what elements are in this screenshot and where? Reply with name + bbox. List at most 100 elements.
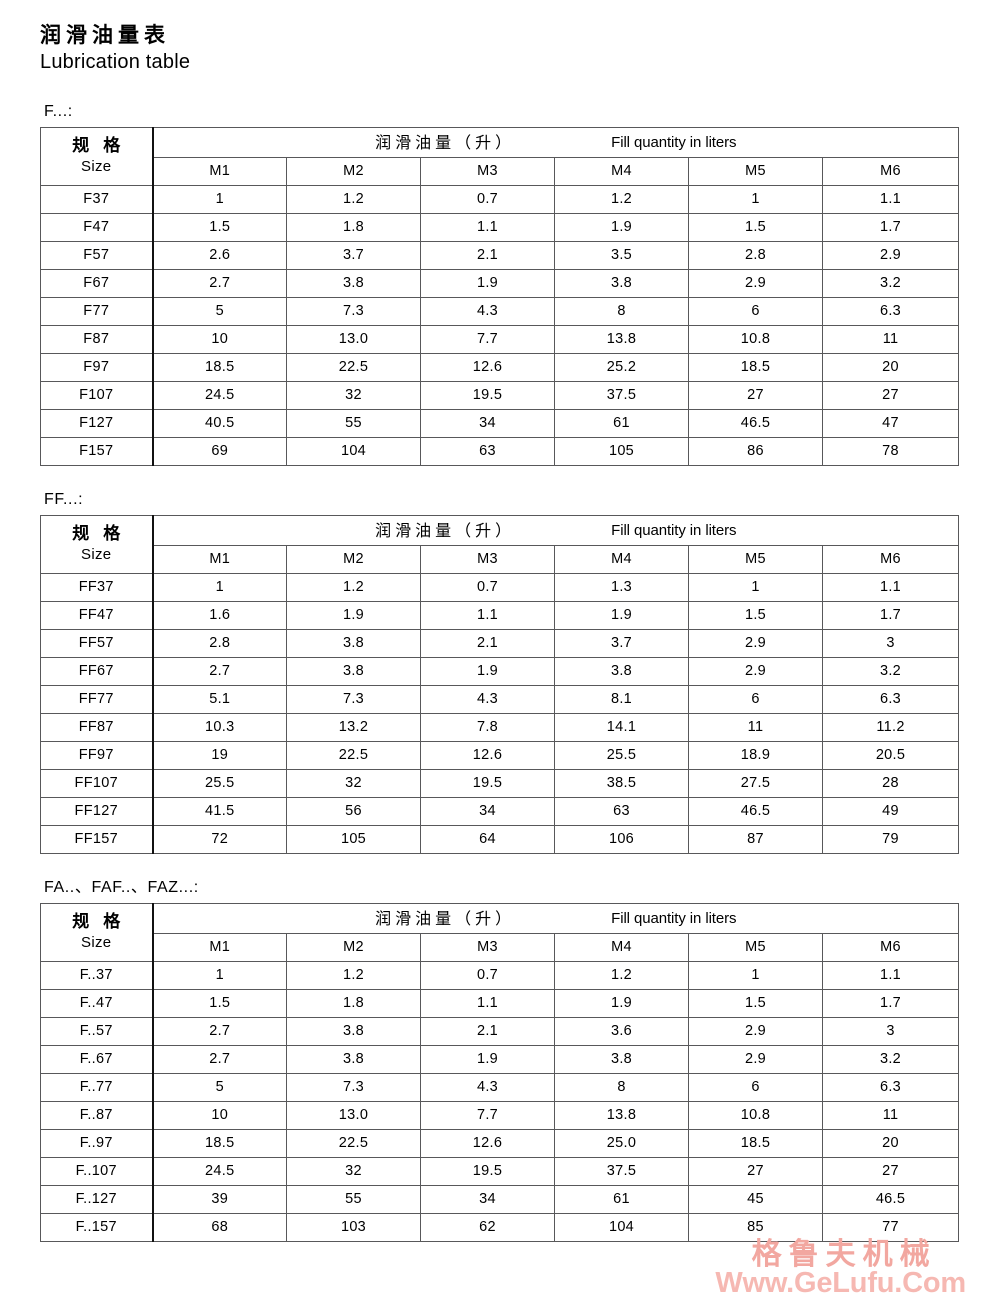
column-header-m6: M6 [821, 933, 960, 963]
fill-header-cn: 润滑油量（升） [375, 133, 516, 153]
cell-m4: 63 [554, 797, 689, 827]
cell-m1: 1 [152, 185, 287, 215]
table-row: FF107 25.5 32 19.5 38.5 27.5 28 [40, 769, 960, 799]
cell-size: F..127 [40, 1185, 154, 1215]
cell-m6: 1.7 [821, 989, 960, 1019]
fill-header-cn: 润滑油量（升） [375, 909, 516, 929]
cell-m6: 3.2 [821, 657, 960, 687]
cell-size: F..107 [40, 1157, 154, 1187]
column-header-m1: M1 [152, 157, 287, 187]
table-row: F47 1.5 1.8 1.1 1.9 1.5 1.7 [40, 213, 960, 243]
cell-m3: 4.3 [420, 1073, 555, 1103]
cell-m4: 104 [554, 1213, 689, 1243]
header-row-top: 规 格 Size 润滑油量（升） Fill quantity in liters [40, 515, 960, 575]
table-row: FF127 41.5 56 34 63 46.5 49 [40, 797, 960, 827]
table-head: 规 格 Size 润滑油量（升） Fill quantity in liters… [40, 515, 960, 575]
table-row: F..37 1 1.2 0.7 1.2 1 1.1 [40, 961, 960, 991]
cell-m3: 62 [420, 1213, 555, 1243]
cell-m2: 55 [286, 409, 421, 439]
cell-m5: 11 [688, 713, 823, 743]
cell-m3: 63 [420, 437, 555, 467]
cell-m2: 103 [286, 1213, 421, 1243]
cell-m4: 37.5 [554, 381, 689, 411]
cell-size: FF77 [40, 685, 154, 715]
cell-m2: 1.2 [286, 185, 421, 215]
cell-size: F67 [40, 269, 154, 299]
cell-m1: 10 [152, 1101, 287, 1131]
cell-m6: 1.1 [821, 573, 960, 603]
column-header-m6: M6 [821, 157, 960, 187]
cell-size: F..67 [40, 1045, 154, 1075]
cell-m6: 20.5 [821, 741, 960, 771]
cell-m4: 1.9 [554, 601, 689, 631]
table-section: F...: 规 格 Size 润滑油量（升） [40, 103, 960, 467]
table-row: F67 2.7 3.8 1.9 3.8 2.9 3.2 [40, 269, 960, 299]
cell-size: FF107 [40, 769, 154, 799]
header-row-mount-positions: M1 M2 M3 M4 M5 M6 [41, 157, 960, 187]
section-label-0: F...: [44, 103, 73, 121]
cell-m4: 3.5 [554, 241, 689, 271]
cell-m1: 24.5 [152, 1157, 287, 1187]
cell-m6: 1.1 [821, 961, 960, 991]
cell-m2: 1.9 [286, 601, 421, 631]
cell-m6: 47 [821, 409, 960, 439]
cell-m1: 68 [152, 1213, 287, 1243]
cell-m5: 85 [688, 1213, 823, 1243]
cell-m1: 2.7 [152, 657, 287, 687]
cell-m6: 79 [821, 825, 960, 855]
cell-m4: 1.9 [554, 989, 689, 1019]
header-row-mount-positions: M1 M2 M3 M4 M5 M6 [41, 545, 960, 575]
table-body: F..37 1 1.2 0.7 1.2 1 1.1 F..47 1.5 1.8 1.1 1.9 1.5 1… [40, 961, 960, 1243]
column-header-m5: M5 [688, 545, 823, 575]
column-header-m2: M2 [286, 157, 421, 187]
cell-m3: 1.9 [420, 1045, 555, 1075]
size-header-cn: 规 格 [72, 136, 125, 157]
cell-m5: 87 [688, 825, 823, 855]
table-row: F..67 2.7 3.8 1.9 3.8 2.9 3.2 [40, 1045, 960, 1075]
column-header-fill-quantity: 润滑油量（升） Fill quantity in liters [151, 127, 960, 159]
cell-m2: 105 [286, 825, 421, 855]
cell-m2: 1.2 [286, 573, 421, 603]
watermark-text-cn: 格鲁夫机械 [751, 1236, 937, 1272]
cell-m2: 3.7 [286, 241, 421, 271]
cell-m5: 2.9 [688, 657, 823, 687]
cell-m6: 27 [821, 1157, 960, 1187]
cell-m3: 2.1 [420, 629, 555, 659]
cell-m4: 3.7 [554, 629, 689, 659]
cell-m5: 27.5 [688, 769, 823, 799]
cell-size: F127 [40, 409, 154, 439]
cell-m5: 27 [688, 1157, 823, 1187]
cell-m1: 1 [152, 573, 287, 603]
cell-m6: 20 [821, 353, 960, 383]
cell-m5: 2.9 [688, 1017, 823, 1047]
cell-size: F87 [40, 325, 154, 355]
table-row: FF47 1.6 1.9 1.1 1.9 1.5 1.7 [40, 601, 960, 631]
header-row-top: 规 格 Size 润滑油量（升） Fill quantity in liters [40, 127, 960, 187]
cell-m1: 1 [152, 961, 287, 991]
cell-m5: 6 [688, 297, 823, 327]
column-header-m3: M3 [420, 545, 555, 575]
cell-m2: 3.8 [286, 629, 421, 659]
column-header-m5: M5 [688, 157, 823, 187]
cell-size: FF57 [40, 629, 154, 659]
table-row: F..157 68 103 62 104 85 77 [40, 1213, 960, 1243]
cell-size: F57 [40, 241, 154, 271]
cell-size: FF127 [40, 797, 154, 827]
cell-m5: 18.5 [688, 1129, 823, 1159]
cell-m4: 1.3 [554, 573, 689, 603]
cell-m1: 2.6 [152, 241, 287, 271]
cell-m2: 1.8 [286, 989, 421, 1019]
cell-m6: 27 [821, 381, 960, 411]
cell-m1: 10.3 [152, 713, 287, 743]
cell-m5: 1.5 [688, 213, 823, 243]
cell-m1: 1.5 [152, 989, 287, 1019]
sections-container: F...: 规 格 Size 润滑油量（升） [40, 103, 960, 1243]
table-row: F87 10 13.0 7.7 13.8 10.8 11 [40, 325, 960, 355]
cell-m4: 1.2 [554, 961, 689, 991]
size-header-cn: 规 格 [72, 912, 125, 933]
table-row: FF37 1 1.2 0.7 1.3 1 1.1 [40, 573, 960, 603]
cell-m3: 7.7 [420, 1101, 555, 1131]
table-row: F..97 18.5 22.5 12.6 25.0 18.5 20 [40, 1129, 960, 1159]
cell-m6: 49 [821, 797, 960, 827]
